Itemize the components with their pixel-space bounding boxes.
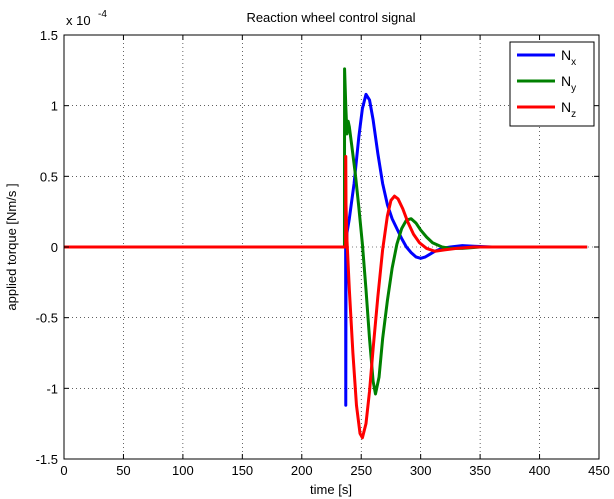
x-tick-label: 250 [350, 463, 372, 478]
series-lines [64, 67, 588, 440]
series-line-z [64, 155, 588, 440]
x-tick-label: 150 [231, 463, 253, 478]
y-scale-exponent: -4 [98, 9, 107, 20]
y-axis-label: applied torque [Nm/s ] [4, 183, 19, 310]
axis-ticks: 0 50 100 150 200 250 300 350 400 450 -1.5 -1 -0.5 0 0.… [36, 28, 610, 478]
legend-subscript-y: y [571, 83, 576, 94]
x-tick-label: 50 [116, 463, 130, 478]
x-tick-label: 450 [588, 463, 610, 478]
x-tick-label: 350 [469, 463, 491, 478]
y-tick-label: -1 [46, 381, 58, 396]
chart-title: Reaction wheel control signal [246, 10, 415, 25]
x-tick-label: 0 [60, 463, 67, 478]
legend-subscript-z: z [571, 109, 576, 120]
x-tick-label: 400 [529, 463, 551, 478]
y-tick-label: -1.5 [36, 452, 58, 467]
y-tick-label: 0 [51, 240, 58, 255]
y-tick-label: 1 [51, 99, 58, 114]
y-tick-label: 1.5 [40, 28, 58, 43]
x-tick-label: 100 [172, 463, 194, 478]
y-tick-label: 0.5 [40, 169, 58, 184]
y-scale-multiplier: x 10 [66, 13, 91, 28]
x-tick-label: 300 [410, 463, 432, 478]
x-axis-label: time [s] [310, 482, 352, 497]
series-line-y [64, 67, 588, 396]
legend-subscript-x: x [571, 57, 576, 68]
x-tick-label: 200 [291, 463, 313, 478]
y-tick-label: -0.5 [36, 311, 58, 326]
